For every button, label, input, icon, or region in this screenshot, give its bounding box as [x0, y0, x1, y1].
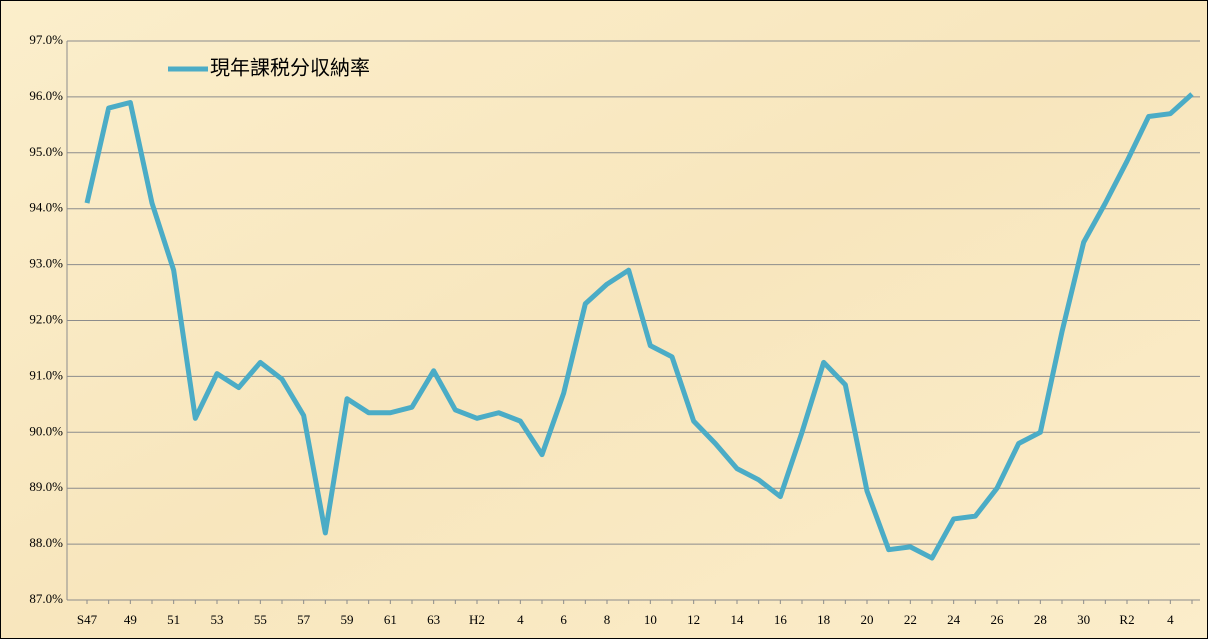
- x-tick-label: 49: [124, 612, 137, 627]
- y-tick-label: 95.0%: [29, 144, 63, 159]
- y-tick-label: 96.0%: [29, 88, 63, 103]
- x-tick-label: 24: [947, 612, 961, 627]
- x-tick-label: 22: [904, 612, 917, 627]
- y-tick-label: 93.0%: [29, 256, 63, 271]
- x-tick-label: 18: [817, 612, 830, 627]
- x-tick-label: 10: [644, 612, 657, 627]
- y-tick-label: 88.0%: [29, 535, 63, 550]
- x-tick-label: 53: [211, 612, 224, 627]
- x-tick-label: 4: [1167, 612, 1174, 627]
- x-tick-label: 59: [341, 612, 354, 627]
- x-tick-label: H2: [469, 612, 485, 627]
- x-tick-label: 28: [1034, 612, 1047, 627]
- x-tick-label: 6: [560, 612, 567, 627]
- x-tick-label: S47: [77, 612, 98, 627]
- y-tick-label: 90.0%: [29, 423, 63, 438]
- y-tick-label: 92.0%: [29, 311, 63, 326]
- y-tick-label: 94.0%: [29, 200, 63, 215]
- x-tick-label: 8: [604, 612, 611, 627]
- x-tick-label: 20: [861, 612, 874, 627]
- y-tick-label: 87.0%: [29, 591, 63, 606]
- x-tick-label: 30: [1077, 612, 1090, 627]
- data-line: [84, 92, 1194, 561]
- x-tick-label: 57: [297, 612, 311, 627]
- y-tick-label: 89.0%: [29, 479, 63, 494]
- y-tick-label: 91.0%: [29, 367, 63, 382]
- x-tick-label: 55: [254, 612, 267, 627]
- legend-label: 現年課税分収納率: [210, 56, 370, 80]
- x-tick-label: 61: [384, 612, 397, 627]
- x-tick-label: 4: [517, 612, 524, 627]
- y-tick-label: 97.0%: [29, 32, 63, 47]
- x-tick-label: R2: [1119, 612, 1134, 627]
- x-tick-label: 51: [167, 612, 180, 627]
- x-tick-label: 14: [731, 612, 745, 627]
- x-tick-label: 63: [427, 612, 440, 627]
- x-tick-label: 12: [687, 612, 700, 627]
- x-tick-label: 16: [774, 612, 788, 627]
- x-tick-label: 26: [991, 612, 1005, 627]
